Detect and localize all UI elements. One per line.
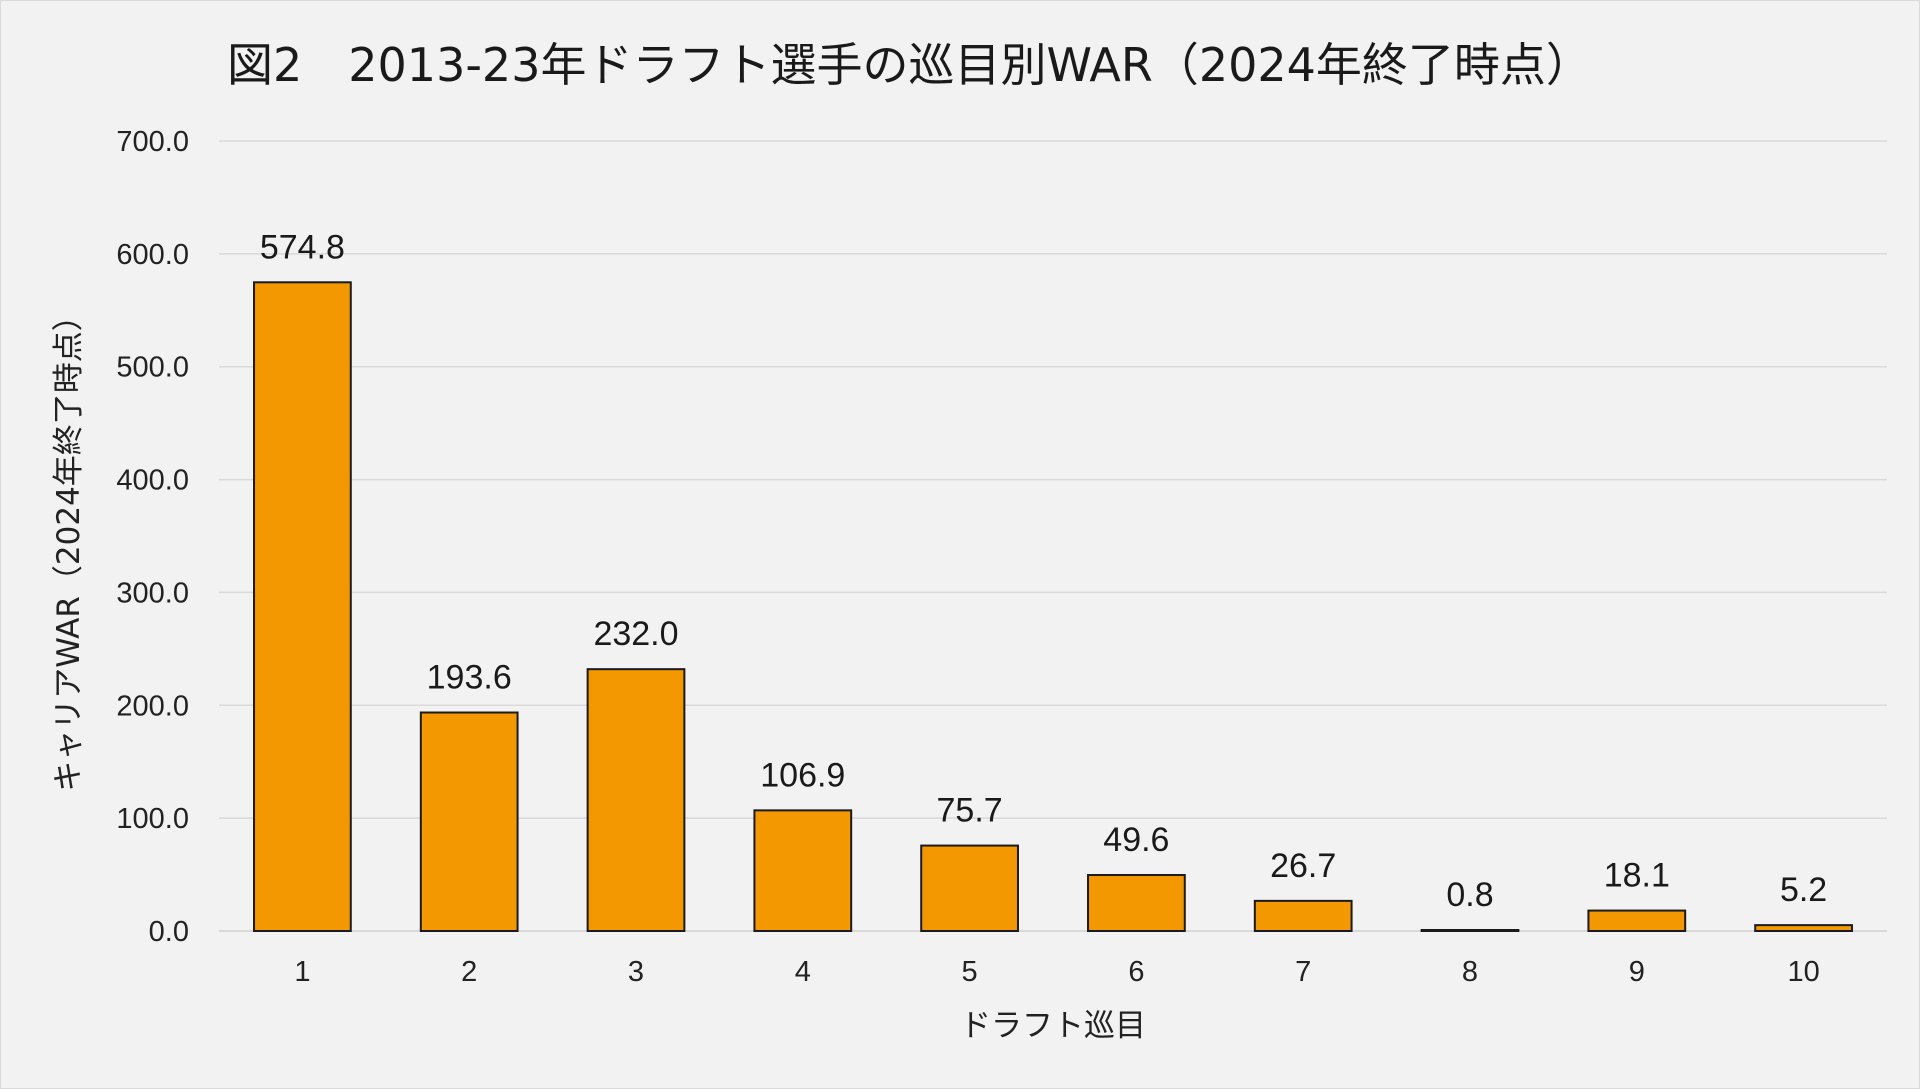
bar-round-5	[920, 844, 1019, 932]
data-label: 574.8	[260, 228, 345, 266]
bar-round-8	[1420, 929, 1520, 932]
bar-round-4	[753, 809, 853, 932]
x-tick-label: 9	[1629, 956, 1645, 988]
data-label: 0.8	[1446, 876, 1493, 914]
y-tick-label: 0.0	[149, 916, 189, 948]
y-tick-label: 200.0	[116, 690, 189, 722]
bar-round-10	[1754, 924, 1853, 932]
data-labels: 574.8 193.6 232.0 106.9 75.7 49.6 26.7 0.8 18.1 5…	[260, 228, 1827, 914]
bar-round-1	[253, 281, 352, 933]
y-tick-label: 300.0	[116, 577, 189, 609]
y-tick-label: 600.0	[116, 239, 189, 271]
y-tick-label: 100.0	[116, 803, 189, 835]
y-tick-label: 400.0	[116, 465, 189, 497]
y-axis-title: キャリアWAR（2024年終了時点）	[51, 300, 87, 792]
x-tick-label: 6	[1128, 956, 1144, 988]
x-tick-label: 8	[1462, 956, 1478, 988]
x-tick-label: 1	[294, 956, 310, 988]
bars	[253, 281, 1853, 933]
x-tick-label: 4	[795, 956, 811, 988]
x-tick-label: 3	[628, 956, 644, 988]
x-tick-label: 10	[1787, 956, 1819, 988]
data-label: 18.1	[1604, 857, 1670, 895]
x-tick-label: 7	[1295, 956, 1311, 988]
bar-round-7	[1253, 899, 1353, 932]
y-tick-label: 700.0	[116, 126, 189, 158]
bar-round-2	[419, 711, 519, 932]
bar-round-9	[1587, 909, 1687, 933]
x-axis-title: ドラフト巡目	[960, 1008, 1146, 1044]
x-tick-label: 5	[962, 956, 978, 988]
data-label: 26.7	[1270, 847, 1336, 885]
data-label: 49.6	[1103, 821, 1169, 859]
data-label: 106.9	[760, 756, 845, 794]
chart-title: 図2 2013-23年ドラフト選手の巡目別WAR（2024年終了時点）	[227, 38, 1592, 92]
data-label: 75.7	[937, 792, 1003, 830]
data-label: 193.6	[427, 659, 512, 697]
x-tick-label: 2	[461, 956, 477, 988]
x-axis-ticks: 1 2 3 4 5 6 7 8 9 10	[294, 956, 1819, 988]
bar-round-3	[586, 668, 686, 933]
data-label: 5.2	[1780, 871, 1827, 909]
bar-round-6	[1087, 874, 1186, 932]
data-label: 232.0	[593, 615, 678, 653]
y-tick-label: 500.0	[116, 352, 189, 384]
y-axis-ticks: 0.0 100.0 200.0 300.0 400.0 500.0 600.0 700.0	[116, 126, 189, 948]
